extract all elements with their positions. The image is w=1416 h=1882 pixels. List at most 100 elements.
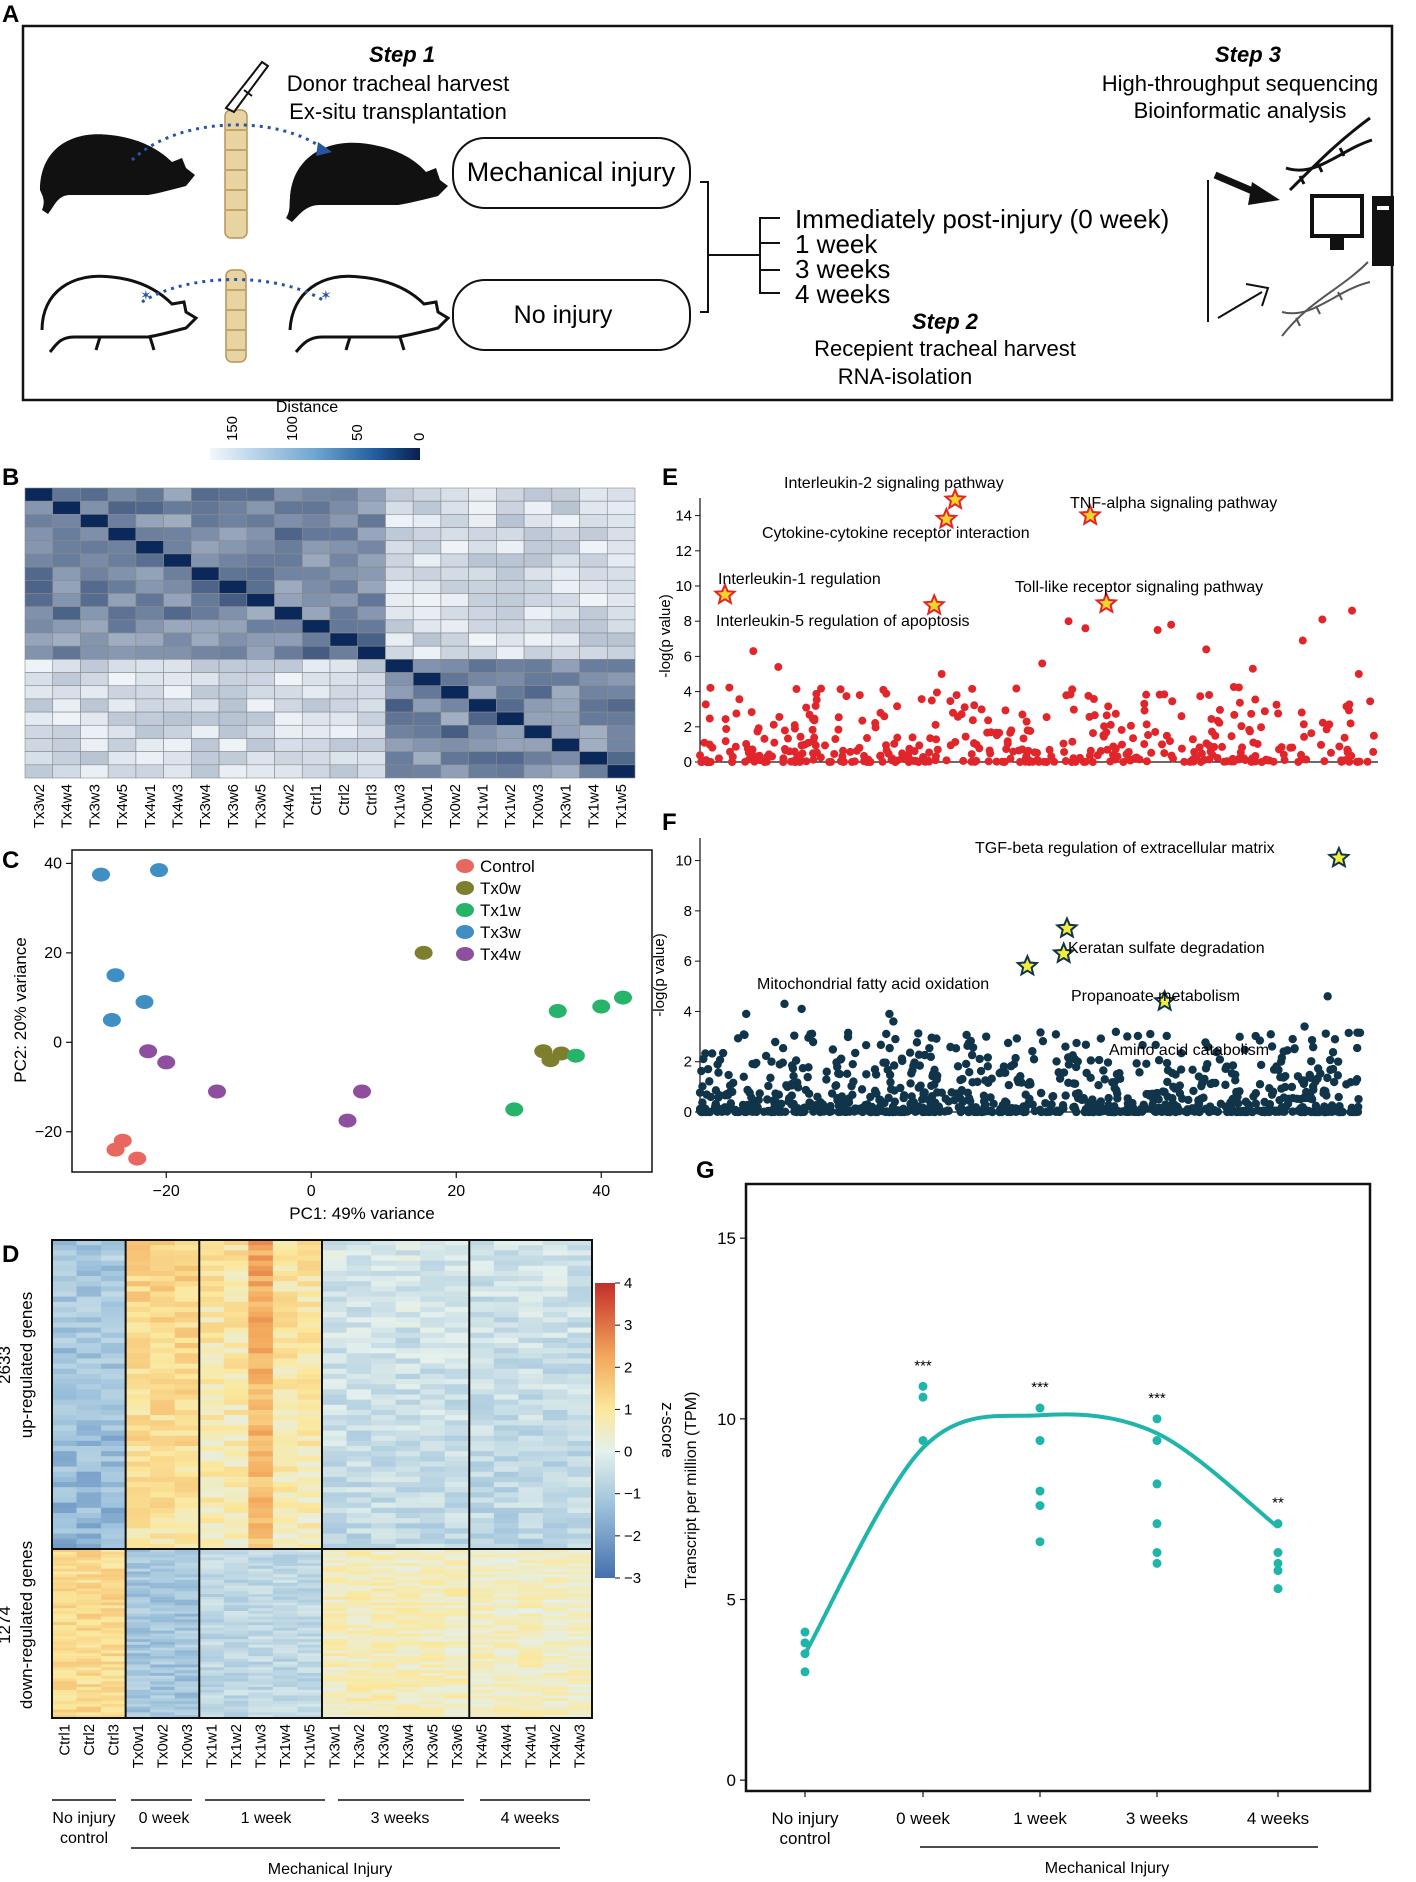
d-cell: [567, 1608, 593, 1612]
d-cell: [322, 1712, 348, 1716]
d-cell: [223, 1712, 249, 1716]
d-cell: [272, 1394, 298, 1401]
d-cell: [420, 1661, 446, 1665]
c-point-tx1w: [614, 990, 632, 1005]
d-cell: [297, 1653, 323, 1657]
f-point: [995, 1107, 1004, 1117]
d-cell: [469, 1337, 495, 1344]
d-cell: [420, 1306, 446, 1313]
d-cell: [76, 1435, 102, 1442]
d-cell: [52, 1616, 78, 1620]
d-cell: [469, 1291, 495, 1298]
b-cell: [496, 632, 525, 647]
d-cell: [322, 1317, 348, 1323]
d-cell: [101, 1692, 127, 1696]
d-cell: [518, 1701, 544, 1705]
d-cell: [493, 1327, 519, 1334]
d-cell: [101, 1630, 127, 1634]
d-cell: [125, 1471, 151, 1478]
d-cell: [297, 1571, 323, 1575]
f-point: [1312, 1105, 1322, 1114]
d-cell: [223, 1664, 249, 1668]
e-highlight-star-icon: [934, 506, 959, 530]
g-significance-label: ***: [1148, 1390, 1166, 1407]
d-cell: [52, 1653, 78, 1657]
d-cell: [469, 1384, 495, 1390]
d-cell: [322, 1692, 348, 1696]
e-point: [1023, 726, 1032, 735]
d-cell: [101, 1270, 127, 1277]
d-cell: [101, 1466, 127, 1473]
d-cell: [52, 1286, 78, 1292]
d-cell: [52, 1461, 78, 1468]
b-cell: [579, 579, 608, 594]
d-cell: [469, 1582, 495, 1587]
d-cell: [420, 1281, 446, 1287]
g-category-label: 0 week: [896, 1809, 950, 1828]
f-point: [1257, 1107, 1267, 1117]
d-cell: [125, 1627, 151, 1632]
d-cell: [420, 1409, 446, 1416]
d-cell: [174, 1667, 200, 1671]
d-cell: [518, 1689, 544, 1694]
d-cell: [542, 1394, 568, 1401]
d-cell: [125, 1420, 151, 1426]
d-cell: [469, 1399, 495, 1406]
d-cell: [223, 1245, 249, 1251]
d-cell: [322, 1430, 348, 1437]
d-cell: [371, 1270, 397, 1277]
e-point: [914, 757, 923, 766]
d-cell: [101, 1363, 127, 1370]
b-cell: [385, 751, 414, 766]
e-point: [1019, 734, 1028, 743]
b-cell: [496, 685, 525, 700]
d-cell: [346, 1692, 372, 1696]
b-cell: [357, 672, 386, 687]
d-cell: [199, 1327, 225, 1334]
b-cell: [468, 579, 497, 594]
f-point: [1133, 1031, 1143, 1041]
f-point: [925, 1043, 934, 1053]
d-cell: [174, 1602, 200, 1606]
d-cell: [223, 1653, 249, 1657]
d-cell: [174, 1276, 200, 1282]
d-cell: [420, 1551, 446, 1556]
d-cell: [542, 1588, 568, 1592]
d-cell: [346, 1678, 372, 1682]
d-cell: [174, 1695, 200, 1699]
d-cell: [125, 1610, 151, 1615]
b-cell: [329, 606, 359, 621]
b-cell: [301, 593, 331, 607]
e-point: [1117, 725, 1126, 734]
d-cell: [150, 1557, 176, 1561]
f-point: [1094, 1080, 1103, 1090]
f-point: [1199, 1093, 1208, 1102]
timepoint-0: Immediately post-injury (0 week): [795, 204, 1169, 234]
d-cell: [322, 1678, 348, 1682]
d-cell: [223, 1678, 249, 1682]
d-cell: [199, 1482, 225, 1488]
b-cell: [357, 553, 386, 568]
d-cell: [444, 1312, 470, 1318]
d-cell: [420, 1715, 446, 1719]
d-cell: [322, 1255, 348, 1262]
b-cell: [412, 632, 442, 647]
d-cell: [248, 1596, 274, 1601]
d-cell: [150, 1613, 176, 1618]
d-cell: [518, 1337, 544, 1344]
b-cell: [440, 724, 469, 739]
d-cell: [371, 1343, 397, 1349]
d-cell: [125, 1619, 151, 1623]
d-cell: [444, 1712, 470, 1716]
d-cell: [493, 1466, 519, 1473]
d-cell: [444, 1265, 470, 1272]
d-cell: [199, 1409, 225, 1416]
d-cell: [125, 1250, 151, 1256]
e-point: [1007, 726, 1016, 735]
b-cell: [329, 553, 359, 568]
f-point: [1228, 1094, 1237, 1104]
b-cell: [80, 566, 109, 581]
f-point: [1201, 1064, 1211, 1073]
e-ytick-label: 10: [675, 578, 692, 595]
